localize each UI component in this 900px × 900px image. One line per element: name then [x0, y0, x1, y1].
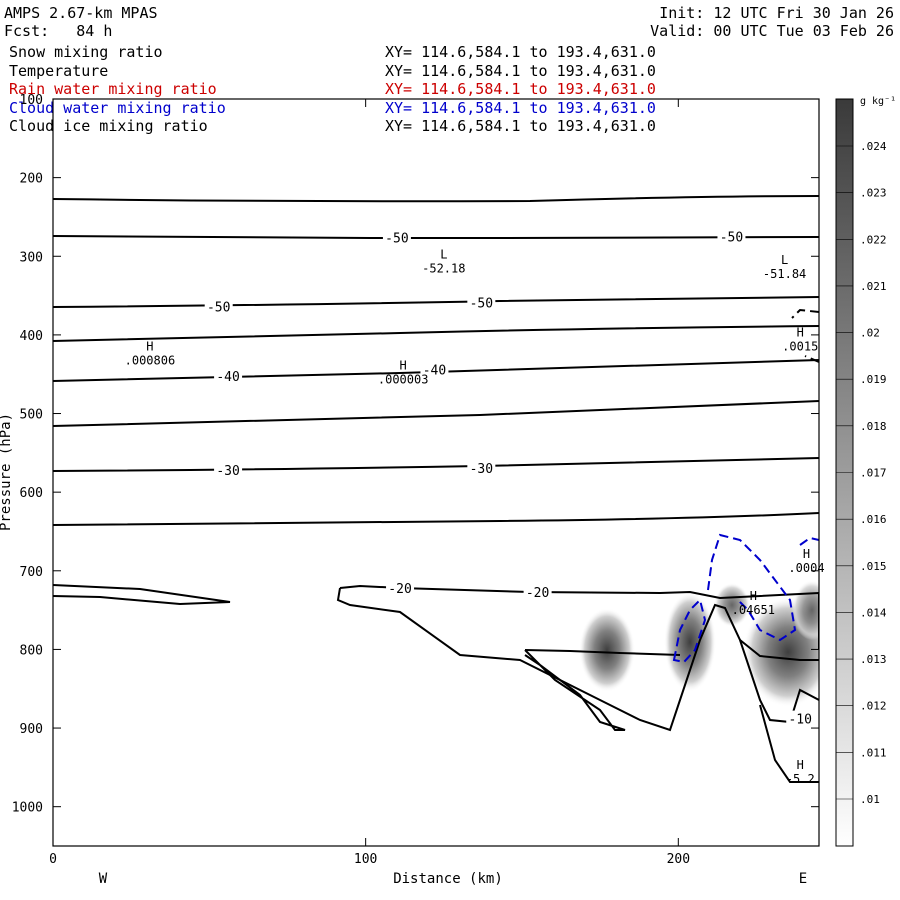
y-tick-label: 200 — [20, 172, 43, 187]
extrema-markers: L-52.18L-51.84H.000806 H.000003H.0015H.00… — [125, 248, 825, 786]
contour-label-bg — [386, 580, 415, 596]
field-name: Cloud ice mixing ratio — [9, 117, 208, 135]
field-name: Cloud water mixing ratio — [9, 98, 226, 117]
colorbar-label: .012 — [860, 700, 887, 713]
colorbar-label: .016 — [860, 513, 887, 526]
extremum-value: .000806 — [125, 354, 176, 368]
extremum-value: .0004 — [788, 561, 824, 575]
cloud-ice-contours — [791, 308, 819, 363]
extremum-value: .04651 — [732, 603, 775, 617]
field-name: Temperature — [9, 61, 109, 80]
contour-label-bg — [420, 361, 449, 377]
extremum-letter: H — [400, 358, 407, 372]
colorbar-label: .018 — [860, 420, 887, 433]
colorbar-label: .014 — [860, 606, 887, 619]
contour-label-bg — [467, 459, 496, 475]
y-tick-label: 800 — [20, 643, 43, 658]
west-label: W — [99, 871, 108, 887]
cloud-water-contours — [672, 533, 819, 664]
extremum-letter: H — [803, 547, 810, 561]
valid-time: Valid: 00 UTC Tue 03 Feb 26 — [650, 22, 894, 40]
temperature-contours — [53, 195, 819, 783]
east-label: E — [799, 871, 807, 887]
extremum-letter: L — [440, 248, 447, 262]
contour-label: -30 — [216, 464, 239, 479]
colorbar-label: .015 — [860, 560, 887, 573]
contour-label-bg — [214, 367, 243, 383]
colorbar-unit: g kg⁻¹ — [860, 96, 896, 107]
y-tick-label: 100 — [20, 93, 43, 108]
y-tick-label: 300 — [20, 250, 43, 265]
y-tick-label: 700 — [20, 565, 43, 580]
colorbar-label: .013 — [860, 653, 887, 666]
contour-label-bg — [382, 229, 411, 245]
colorbar-label: .021 — [860, 280, 887, 293]
model-title: AMPS 2.67-km MPAS — [4, 4, 158, 22]
contour-label-bg — [214, 462, 243, 478]
extremum-letter: H — [750, 589, 757, 603]
extremum-value: -51.84 — [763, 267, 806, 281]
y-tick-label: 1000 — [12, 801, 43, 816]
contour-label-bg — [523, 584, 552, 600]
x-tick-label: 0 — [49, 852, 57, 867]
y-tick-label: 600 — [20, 486, 43, 501]
field-name: Snow mixing ratio — [9, 43, 163, 61]
field-coordinates: XY= 114.6,584.1 to 193.4,631.0 — [385, 117, 656, 135]
y-axis-label: Pressure (hPa) — [0, 413, 14, 531]
contour-label: -50 — [470, 297, 493, 312]
extremum-letter: L — [781, 253, 788, 267]
colorbar-label: .019 — [860, 373, 887, 386]
field-coordinates: XY= 114.6,584.1 to 193.4,631.0 — [385, 80, 656, 98]
x-axis: 0 100 200 — [49, 99, 690, 867]
mixing-ratio-shading — [579, 580, 819, 707]
colorbar: .01 .011 .012 .013 .014 .015 .016 .017 .018 .019.… — [835, 96, 896, 847]
y-tick-label: 900 — [20, 722, 43, 737]
field-coordinates: XY= 114.6,584.1 to 193.4,631.0 — [385, 43, 656, 61]
y-tick-label: 500 — [20, 408, 43, 423]
colorbar-label: .024 — [860, 140, 887, 153]
contour-label: -50 — [207, 301, 230, 316]
contour-label: -50 — [720, 231, 743, 246]
colorbar-label: .022 — [860, 233, 887, 246]
extremum-letter: H — [797, 325, 804, 339]
contour-label-bg — [204, 298, 233, 314]
contour-label: -10 — [788, 713, 811, 728]
y-tick-label: 400 — [20, 329, 43, 344]
colorbar-label: .02 — [860, 327, 880, 340]
contour-label: -40 — [216, 370, 239, 385]
extremum-value: -5.2 — [786, 772, 815, 786]
colorbar-label: .017 — [860, 467, 887, 480]
y-axis: 100 200 300 400 500 600 700 800 900 1000 — [12, 93, 819, 816]
colorbar-label: .023 — [860, 187, 887, 200]
extremum-letter: H — [146, 340, 153, 354]
x-tick-label: 200 — [667, 852, 690, 867]
extremum-value: .000003 — [378, 372, 429, 386]
contour-label-bg — [717, 228, 746, 244]
forecast-hour: Fcst: 84 h — [4, 22, 113, 40]
x-tick-label: 100 — [354, 852, 377, 867]
init-time: Init: 12 UTC Fri 30 Jan 26 — [659, 4, 894, 22]
field-coordinates: XY= 114.6,584.1 to 193.4,631.0 — [385, 98, 656, 117]
extremum-letter: H — [797, 758, 804, 772]
contour-labels: -50 -50 -50 -50 -40 -40 -30 -30 -20 -20 -10 — [204, 228, 815, 728]
field-coordinates: XY= 114.6,584.1 to 193.4,631.0 — [385, 61, 656, 80]
contour-label: -40 — [423, 363, 446, 378]
contour-label: -30 — [470, 462, 493, 477]
x-axis-label: Distance (km) — [393, 871, 503, 887]
contour-label: -20 — [526, 586, 549, 601]
contour-label: -20 — [388, 582, 411, 597]
extremum-value: -52.18 — [422, 262, 465, 276]
colorbar-label: .01 — [860, 793, 880, 806]
contour-label-bg — [786, 710, 815, 726]
extremum-value: .0015 — [782, 339, 818, 353]
field-name: Rain water mixing ratio — [9, 80, 217, 98]
contour-label: -50 — [385, 231, 408, 246]
contour-label-bg — [467, 294, 496, 310]
plot-frame — [52, 98, 820, 847]
colorbar-label: .011 — [860, 746, 887, 759]
